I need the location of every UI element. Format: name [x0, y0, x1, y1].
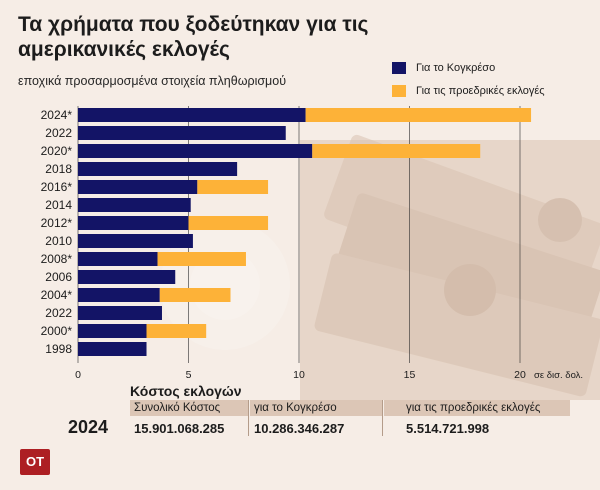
bar-president — [157, 252, 246, 266]
cost-header-total: Συνολικό Κόστος — [130, 400, 248, 416]
cost-year: 2024 — [68, 417, 109, 437]
bar-president — [146, 324, 207, 338]
category-label: 2020* — [41, 144, 73, 158]
stacked-bar-chart: 0 5 10 15 20 σε δισ. δολ. 2024* 2022 2020* 2018 20… — [41, 106, 583, 381]
legend-swatch-president — [392, 85, 406, 97]
x-tick-label: 20 — [514, 369, 526, 381]
bar-congress — [78, 306, 162, 320]
category-label: 1998 — [45, 342, 72, 356]
legend-item-president: Για τις προεδρικές εκλογές — [392, 81, 545, 101]
cost-value-congress: 10.286.346.287 — [254, 421, 345, 436]
category-label: 2000* — [41, 324, 73, 338]
legend-label-congress: Για το Κογκρέσο — [416, 62, 496, 74]
bar-congress — [78, 288, 160, 302]
bar-congress — [78, 216, 189, 230]
bar-congress — [78, 324, 147, 338]
bar-congress — [78, 126, 286, 140]
cost-column-president: για τις προεδρικές εκλογές 5.514.721.998 — [384, 400, 570, 436]
chart-title: Τα χρήματα που ξοδεύτηκαν για τις αμερικ… — [18, 13, 369, 61]
category-label: 2024* — [41, 108, 73, 122]
bar-president — [188, 216, 269, 230]
bar-president — [159, 288, 231, 302]
x-tick-label: 5 — [186, 369, 192, 381]
category-label: 2016* — [41, 180, 73, 194]
x-tick-label: 15 — [404, 369, 416, 381]
cost-value-total: 15.901.068.285 — [134, 421, 225, 436]
x-tick-label: 10 — [293, 369, 305, 381]
category-label: 2022 — [45, 306, 72, 320]
bar-president — [197, 180, 269, 194]
category-label: 2022 — [45, 126, 72, 140]
cost-title: Κόστος εκλογών — [130, 383, 242, 399]
category-label: 2008* — [41, 252, 73, 266]
legend-swatch-congress — [392, 62, 406, 74]
bar-congress — [78, 270, 176, 284]
category-label: 2018 — [45, 162, 72, 176]
bar-congress — [78, 342, 147, 356]
category-label: 2006 — [45, 270, 72, 284]
category-label: 2012* — [41, 216, 73, 230]
bar-congress — [78, 180, 198, 194]
x-tick-label: 0 — [75, 369, 81, 381]
cost-header-congress: για το Κογκρέσο — [250, 400, 382, 416]
bar-congress — [78, 144, 313, 158]
x-unit-label: σε δισ. δολ. — [534, 370, 583, 381]
cost-divider — [382, 400, 383, 436]
category-label: 2014 — [45, 198, 72, 212]
legend-item-congress: Για το Κογκρέσο — [392, 58, 545, 78]
bar-congress — [78, 198, 191, 212]
cost-column-congress: για το Κογκρέσο 10.286.346.287 — [250, 400, 382, 436]
chart-subtitle: εποχικά προσαρμοσμένα στοιχεία πληθωρισμ… — [18, 74, 287, 88]
category-label: 2004* — [41, 288, 73, 302]
bar-congress — [78, 234, 193, 248]
bar-congress — [78, 252, 158, 266]
bar-congress — [78, 162, 238, 176]
cost-header-president: για τις προεδρικές εκλογές — [384, 400, 570, 416]
ot-logo: ΟΤ — [20, 449, 50, 475]
cost-value-president: 5.514.721.998 — [406, 421, 490, 436]
legend-label-president: Για τις προεδρικές εκλογές — [416, 85, 545, 97]
chart-legend: Για το Κογκρέσο Για τις προεδρικές εκλογ… — [392, 58, 545, 104]
bar-president — [305, 108, 532, 122]
bar-president — [312, 144, 481, 158]
cost-column-total: Συνολικό Κόστος 15.901.068.285 — [130, 400, 248, 436]
category-label: 2010 — [45, 234, 72, 248]
bar-congress — [78, 108, 306, 122]
cost-divider — [248, 400, 249, 436]
